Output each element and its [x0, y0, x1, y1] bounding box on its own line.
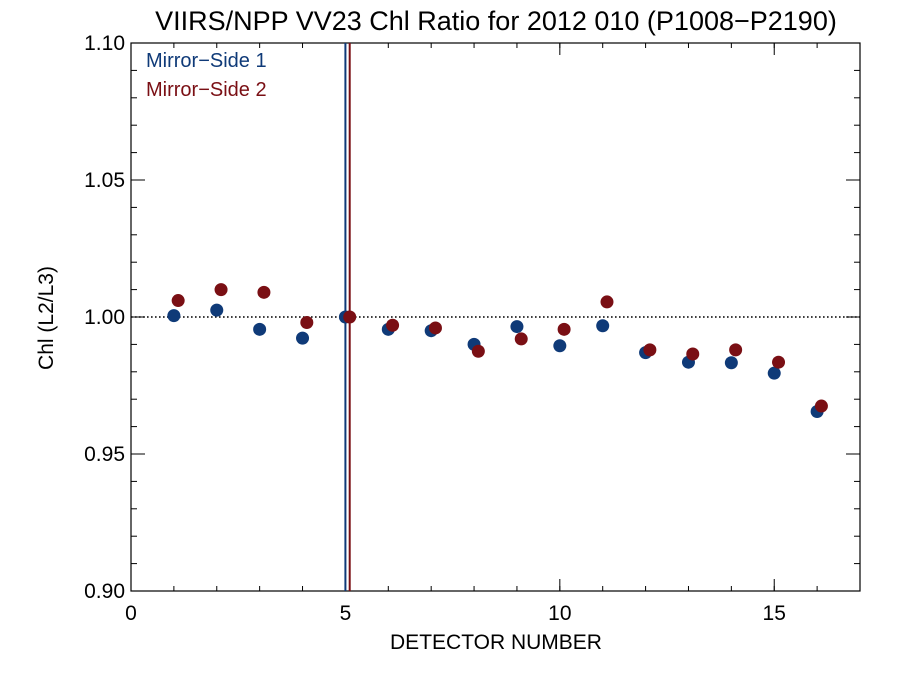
- data-point-series-2: [471, 344, 485, 358]
- y-tick-label: 1.00: [84, 306, 125, 329]
- data-point-series-2: [600, 295, 614, 309]
- data-point-series-1: [253, 322, 267, 336]
- data-point-series-2: [300, 315, 314, 329]
- data-point-series-1: [767, 366, 781, 380]
- data-point-series-2: [729, 343, 743, 357]
- data-point-series-1: [210, 303, 224, 317]
- y-tick-label: 1.05: [84, 169, 125, 192]
- chart-title: VIIRS/NPP VV23 Chl Ratio for 2012 010 (P…: [155, 6, 837, 36]
- data-point-series-2: [643, 343, 657, 357]
- data-point-series-2: [514, 332, 528, 346]
- x-axis-label: DETECTOR NUMBER: [390, 631, 602, 654]
- plot-area: 0 5 10 15 0.90 0.95 1.00 1.05 1.10: [84, 32, 861, 625]
- legend-entry-mirror-side-2: Mirror−Side 2: [146, 79, 267, 101]
- x-tick-label: 5: [340, 602, 352, 625]
- data-point-series-2: [814, 399, 828, 413]
- data-point-series-1: [167, 309, 181, 323]
- x-tick-label: 0: [125, 602, 137, 625]
- data-point-series-2: [386, 318, 400, 332]
- data-point-series-2: [214, 283, 228, 297]
- data-point-series-1: [510, 320, 524, 334]
- x-tick-label: 10: [548, 602, 571, 625]
- legend: Mirror−Side 1 Mirror−Side 2: [146, 50, 267, 101]
- y-tick-label: 1.10: [84, 32, 125, 55]
- data-point-series-2: [428, 321, 442, 335]
- y-tick-label: 0.90: [84, 580, 125, 603]
- data-point-series-2: [343, 310, 357, 324]
- data-point-series-2: [557, 322, 571, 336]
- data-point-series-1: [724, 356, 738, 370]
- data-point-series-2: [257, 285, 271, 299]
- data-point-series-2: [686, 347, 700, 361]
- x-tick-label: 15: [763, 602, 786, 625]
- data-point-series-2: [171, 294, 185, 308]
- legend-entry-mirror-side-1: Mirror−Side 1: [146, 50, 267, 72]
- data-point-series-1: [596, 319, 610, 333]
- data-point-series-1: [553, 339, 567, 353]
- y-axis-label: Chl (L2/L3): [35, 266, 58, 370]
- y-tick-label: 0.95: [84, 443, 125, 466]
- data-point-series-2: [772, 355, 786, 369]
- data-point-series-1: [296, 331, 310, 345]
